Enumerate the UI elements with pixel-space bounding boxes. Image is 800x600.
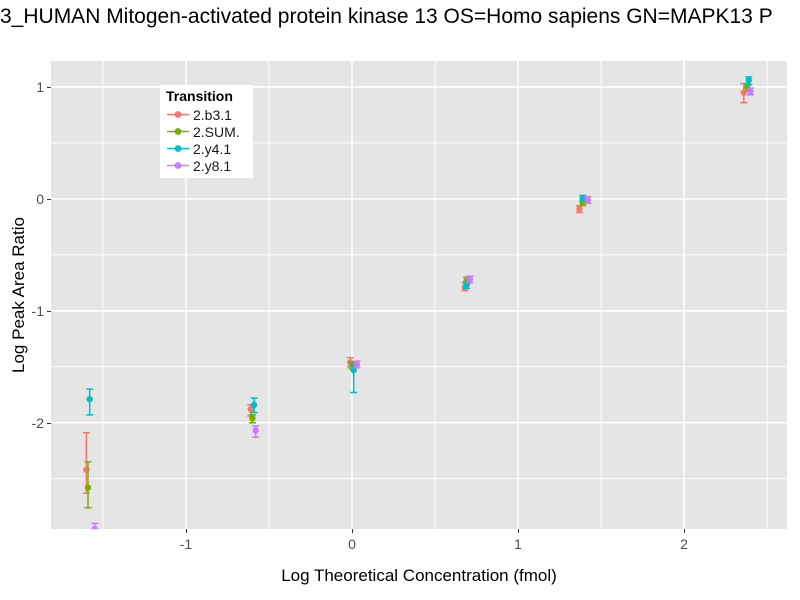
data-point [745, 77, 752, 84]
x-tick-label: 1 [514, 536, 522, 552]
legend-key-errorbar-icon [167, 128, 189, 135]
x-axis-title: Log Theoretical Concentration (fmol) [281, 566, 557, 585]
data-point [740, 89, 747, 96]
legend-key-errorbar-icon [167, 145, 189, 152]
error-bar [82, 432, 90, 494]
legend-item-label: 2.b3.1 [193, 106, 232, 123]
y-tick-label: 1 [36, 78, 44, 95]
legend-item: 2.b3.1 [166, 106, 253, 123]
legend-item: 2.SUM. [166, 123, 253, 140]
x-tick-mark [684, 529, 686, 533]
series-2.y8.1 [91, 87, 754, 529]
data-point [252, 427, 259, 434]
data-point [250, 401, 258, 408]
chart-title: 3_HUMAN Mitogen-activated protein kinase… [0, 5, 773, 28]
legend-title: Transition [166, 88, 233, 104]
legend-key-errorbar-icon [167, 162, 189, 169]
data-point [353, 361, 361, 368]
series-2.y4.1 [86, 76, 753, 416]
x-tick-mark [518, 529, 520, 533]
x-tick-label: 2 [680, 536, 688, 552]
legend-item-label: 2.SUM. [193, 123, 240, 140]
y-axis-title: Log Peak Area Ratio [9, 217, 28, 373]
x-tick-label: 0 [348, 536, 356, 552]
y-tick-label: -2 [31, 414, 44, 431]
legend: Transition 2.b3.1 2.SUM. 2.y4.1 2.y8.1 [160, 85, 253, 178]
data-point [747, 88, 754, 95]
legend-item: 2.y8.1 [166, 157, 253, 174]
y-tick-label: 0 [36, 190, 44, 207]
x-tick-mark [352, 529, 353, 533]
data-point [86, 396, 93, 403]
legend-items: 2.b3.1 2.SUM. 2.y4.1 2.y8.1 [166, 106, 253, 174]
y-tick-mark [47, 86, 51, 88]
data-point [466, 276, 474, 283]
legend-item-label: 2.y4.1 [193, 140, 232, 157]
data-point [584, 196, 591, 204]
data-point [84, 484, 92, 491]
y-tick-mark [47, 310, 51, 312]
data-point [576, 205, 583, 213]
legend-key-errorbar-icon [167, 111, 189, 118]
x-tick-mark [185, 529, 187, 533]
data-point [249, 415, 256, 422]
legend-item: 2.y4.1 [166, 140, 253, 157]
y-tick-mark [47, 198, 51, 200]
y-tick-mark [47, 422, 51, 424]
legend-item-label: 2.y8.1 [193, 157, 232, 174]
y-tick-label: -1 [31, 302, 44, 319]
data-point [247, 406, 254, 413]
data-point [91, 525, 98, 529]
x-tick-label: -1 [179, 536, 193, 552]
